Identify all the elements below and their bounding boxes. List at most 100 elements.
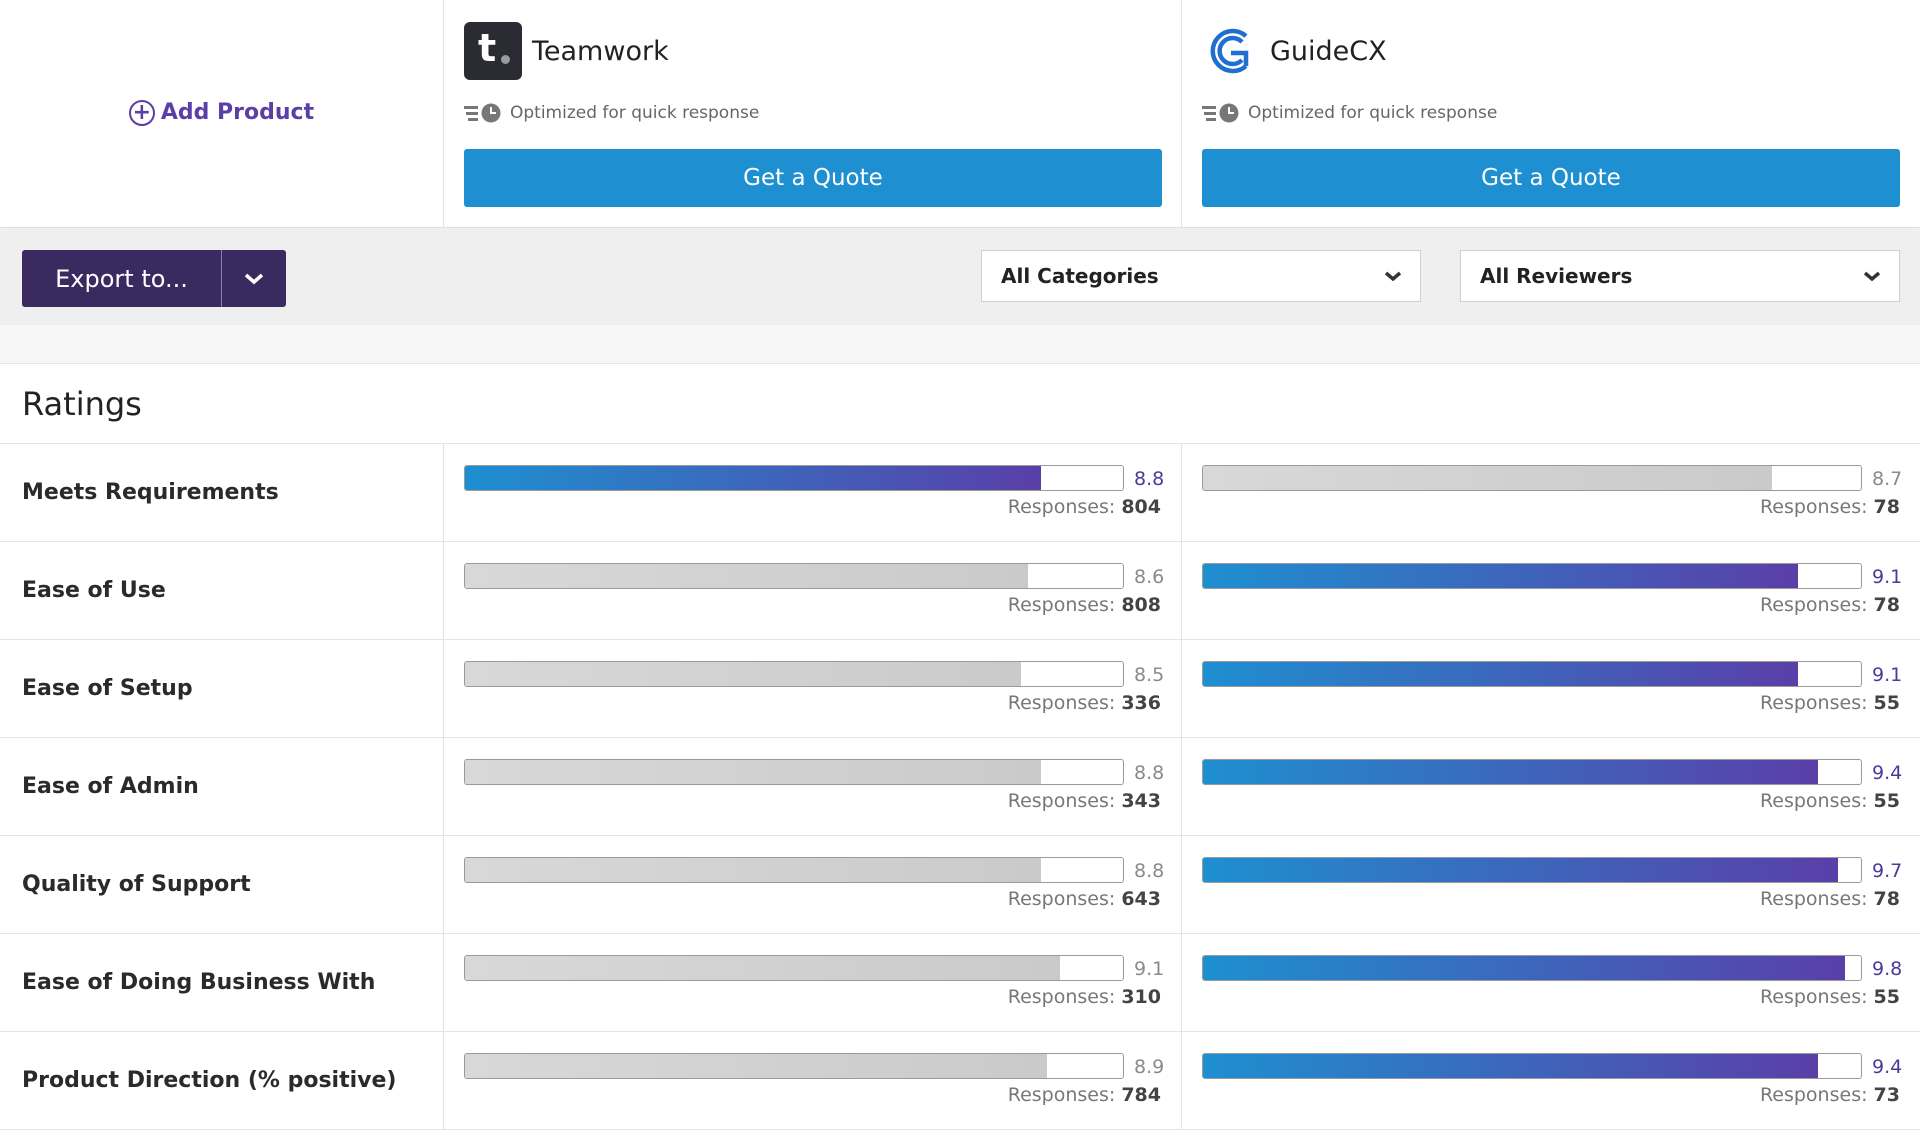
product-name[interactable]: GuideCX xyxy=(1270,35,1387,67)
export-dropdown[interactable]: Export to... xyxy=(22,250,286,307)
rating-score: 9.1 xyxy=(1134,958,1165,980)
rating-label: Quality of Support xyxy=(0,836,444,933)
rating-bar xyxy=(1202,465,1862,491)
rating-score: 9.1 xyxy=(1872,664,1903,686)
responses-value: 804 xyxy=(1121,496,1161,518)
rating-bar-fill xyxy=(465,760,1041,784)
rating-cell: 9.1 Responses: 55 xyxy=(1182,640,1920,737)
rating-cell: 9.8 Responses: 55 xyxy=(1182,934,1920,1031)
rating-bar xyxy=(464,857,1124,883)
guidecx-logo-icon xyxy=(1210,28,1249,74)
rating-bar xyxy=(464,1053,1124,1079)
add-product-label: Add Product xyxy=(160,100,315,125)
rating-bar xyxy=(1202,955,1862,981)
chevron-down-icon xyxy=(1863,271,1881,281)
rating-bar-fill xyxy=(465,956,1061,980)
responses-label: Responses: xyxy=(1759,594,1868,616)
rating-label: Product Direction (% positive) xyxy=(0,1032,444,1129)
rating-bar xyxy=(1202,857,1862,883)
rating-bar xyxy=(1202,759,1862,785)
add-product-cell: + Add Product xyxy=(0,0,444,227)
responses-value: 336 xyxy=(1121,692,1161,714)
rating-label: Ease of Setup xyxy=(0,640,444,737)
rating-row: Ease of Use 8.6 Responses: 808 9.1 Responses… xyxy=(0,542,1920,640)
ratings-rows: Meets Requirements 8.8 Responses: 804 8.7 Re… xyxy=(0,444,1920,1130)
rating-bar-fill xyxy=(1203,858,1838,882)
rating-score: 9.8 xyxy=(1872,958,1903,980)
responses-label: Responses: xyxy=(1007,496,1116,518)
rating-row: Quality of Support 8.8 Responses: 643 9.7 Re… xyxy=(0,836,1920,934)
teamwork-logo-icon: t xyxy=(464,22,522,80)
responses-label: Responses: xyxy=(1007,594,1116,616)
product-column-teamwork: t Teamwork Optimized for quick response … xyxy=(444,0,1182,227)
responses-label: Responses: xyxy=(1759,888,1868,910)
responses-label: Responses: xyxy=(1007,1084,1116,1106)
badge-text: Optimized for quick response xyxy=(510,103,760,123)
rating-bar-fill xyxy=(1203,662,1799,686)
reviewers-value: All Reviewers xyxy=(1480,264,1633,288)
responses-label: Responses: xyxy=(1759,790,1868,812)
rating-bar-fill xyxy=(465,1054,1048,1078)
categories-select[interactable]: All Categories xyxy=(981,250,1421,302)
rating-bar-fill xyxy=(465,466,1041,490)
rating-bar xyxy=(1202,1053,1862,1079)
responses-label: Responses: xyxy=(1759,1084,1868,1106)
responses-count: Responses: 310 xyxy=(1008,986,1161,1008)
quick-response-icon xyxy=(1202,103,1239,123)
get-quote-button[interactable]: Get a Quote xyxy=(464,149,1162,207)
rating-bar-fill xyxy=(1203,466,1773,490)
rating-cell: 8.9 Responses: 784 xyxy=(444,1032,1182,1129)
responses-count: Responses: 643 xyxy=(1008,888,1161,910)
product-column-guidecx: GuideCX Optimized for quick response Get… xyxy=(1182,0,1920,227)
plus-circle-icon: + xyxy=(128,99,155,126)
responses-count: Responses: 78 xyxy=(1760,888,1900,910)
product-name[interactable]: Teamwork xyxy=(532,35,669,67)
rating-bar-fill xyxy=(465,564,1028,588)
responses-label: Responses: xyxy=(1759,986,1868,1008)
responses-count: Responses: 804 xyxy=(1008,496,1161,518)
responses-count: Responses: 55 xyxy=(1760,692,1900,714)
add-product-button[interactable]: + Add Product xyxy=(128,99,315,126)
chevron-down-icon xyxy=(1384,271,1402,281)
responses-value: 643 xyxy=(1121,888,1161,910)
rating-cell: 8.7 Responses: 78 xyxy=(1182,444,1920,541)
rating-label: Ease of Doing Business With xyxy=(0,934,444,1031)
responses-label: Responses: xyxy=(1007,986,1116,1008)
export-label[interactable]: Export to... xyxy=(22,250,222,307)
responses-value: 55 xyxy=(1873,790,1900,812)
rating-bar-fill xyxy=(1203,1054,1819,1078)
responses-count: Responses: 808 xyxy=(1008,594,1161,616)
chevron-down-icon[interactable] xyxy=(222,250,286,307)
rating-bar xyxy=(464,465,1124,491)
rating-bar xyxy=(464,759,1124,785)
responses-value: 78 xyxy=(1873,888,1900,910)
rating-bar xyxy=(464,955,1124,981)
rating-cell: 9.1 Responses: 310 xyxy=(444,934,1182,1031)
rating-row: Ease of Setup 8.5 Responses: 336 9.1 Respons… xyxy=(0,640,1920,738)
responses-value: 55 xyxy=(1873,692,1900,714)
rating-row: Product Direction (% positive) 8.9 Respons… xyxy=(0,1032,1920,1130)
rating-bar xyxy=(464,563,1124,589)
quick-response-icon xyxy=(464,103,501,123)
rating-label: Meets Requirements xyxy=(0,444,444,541)
responses-count: Responses: 55 xyxy=(1760,986,1900,1008)
ratings-title: Ratings xyxy=(0,364,1920,444)
rating-bar-fill xyxy=(1203,956,1845,980)
responses-count: Responses: 78 xyxy=(1760,594,1900,616)
reviewers-select[interactable]: All Reviewers xyxy=(1460,250,1900,302)
rating-score: 8.8 xyxy=(1134,762,1165,784)
rating-score: 9.7 xyxy=(1872,860,1903,882)
responses-label: Responses: xyxy=(1007,790,1116,812)
rating-label: Ease of Admin xyxy=(0,738,444,835)
get-quote-button[interactable]: Get a Quote xyxy=(1202,149,1900,207)
responses-value: 310 xyxy=(1121,986,1161,1008)
rating-row: Ease of Admin 8.8 Responses: 343 9.4 Respons… xyxy=(0,738,1920,836)
rating-cell: 8.6 Responses: 808 xyxy=(444,542,1182,639)
rating-score: 9.4 xyxy=(1872,1056,1903,1078)
rating-bar xyxy=(1202,563,1862,589)
responses-count: Responses: 73 xyxy=(1760,1084,1900,1106)
categories-value: All Categories xyxy=(1001,264,1159,288)
rating-score: 8.9 xyxy=(1134,1056,1165,1078)
rating-bar xyxy=(464,661,1124,687)
quick-response-badge: Optimized for quick response xyxy=(464,102,1161,124)
